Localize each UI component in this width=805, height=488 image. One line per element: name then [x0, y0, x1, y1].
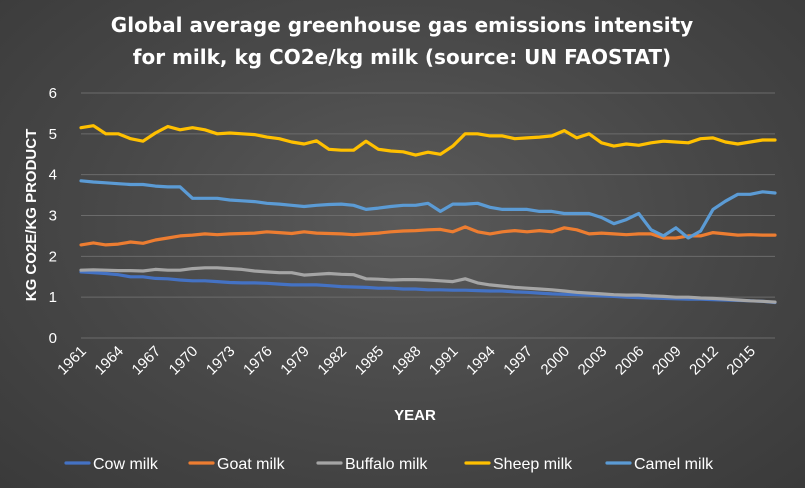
- x-tick-label: 2006: [612, 343, 648, 379]
- x-tick-label: 1964: [91, 343, 127, 379]
- series-line-goat-milk: [79, 225, 777, 247]
- x-tick-label: 1961: [54, 343, 90, 379]
- y-axis-label: KG CO2E/KG PRODUCT: [23, 129, 40, 302]
- x-axis-ticks: 1961 1964 1967 1970 1973 1976 1979 1982 1985 1988…: [54, 343, 759, 379]
- x-tick-label: 2003: [575, 343, 611, 379]
- x-tick-label: 1979: [277, 343, 313, 379]
- y-tick-label: 4: [49, 167, 57, 184]
- x-tick-label: 1976: [240, 343, 276, 379]
- legend-item-buffalo-milk: Buffalo milk: [316, 456, 428, 473]
- legend-label: Cow milk: [93, 456, 159, 473]
- series-line-cow-milk: [79, 270, 777, 305]
- y-tick-label: 2: [49, 248, 57, 265]
- series-line-sheep-milk: [79, 124, 777, 157]
- chart-title: Global average greenhouse gas emissions …: [111, 13, 693, 69]
- x-tick-label: 1973: [203, 343, 239, 379]
- series-line-camel-milk: [79, 179, 777, 240]
- series-lines: [79, 124, 777, 305]
- x-tick-label: 1985: [352, 343, 388, 379]
- x-tick-label: 1997: [500, 343, 536, 379]
- y-tick-label: 6: [49, 85, 57, 102]
- y-gridlines: [81, 92, 775, 339]
- legend-label: Sheep milk: [493, 456, 573, 473]
- x-tick-label: 1994: [463, 343, 499, 379]
- y-axis-ticks: 0 1 2 3 4 5 6: [49, 85, 57, 347]
- series-line-buffalo-milk: [79, 266, 777, 304]
- legend-label: Camel milk: [634, 456, 714, 473]
- x-tick-label: 1988: [389, 343, 425, 379]
- legend-item-goat-milk: Goat milk: [188, 456, 286, 473]
- x-tick-label: 2012: [686, 343, 722, 379]
- x-tick-label: 1967: [129, 343, 165, 379]
- x-tick-label: 1982: [314, 343, 350, 379]
- legend: Cow milk Goat milk Buffalo milk Sheep milk C…: [64, 456, 714, 473]
- y-tick-label: 0: [49, 330, 57, 347]
- x-tick-label: 2015: [723, 343, 759, 379]
- x-axis-label: YEAR: [394, 407, 436, 424]
- y-tick-label: 3: [49, 208, 57, 225]
- chart-title-line2: for milk, kg CO2e/kg milk (source: UN FA…: [133, 45, 671, 69]
- legend-item-camel-milk: Camel milk: [605, 456, 714, 473]
- chart-title-line1: Global average greenhouse gas emissions …: [111, 13, 693, 37]
- x-tick-label: 2000: [538, 343, 574, 379]
- legend-label: Goat milk: [217, 456, 286, 473]
- x-tick-label: 1970: [166, 343, 202, 379]
- x-tick-label: 2009: [649, 343, 685, 379]
- legend-item-sheep-milk: Sheep milk: [464, 456, 573, 473]
- x-tick-label: 1991: [426, 343, 462, 379]
- legend-label: Buffalo milk: [345, 456, 428, 473]
- legend-item-cow-milk: Cow milk: [64, 456, 159, 473]
- y-tick-label: 5: [49, 126, 57, 143]
- y-tick-label: 1: [49, 289, 57, 306]
